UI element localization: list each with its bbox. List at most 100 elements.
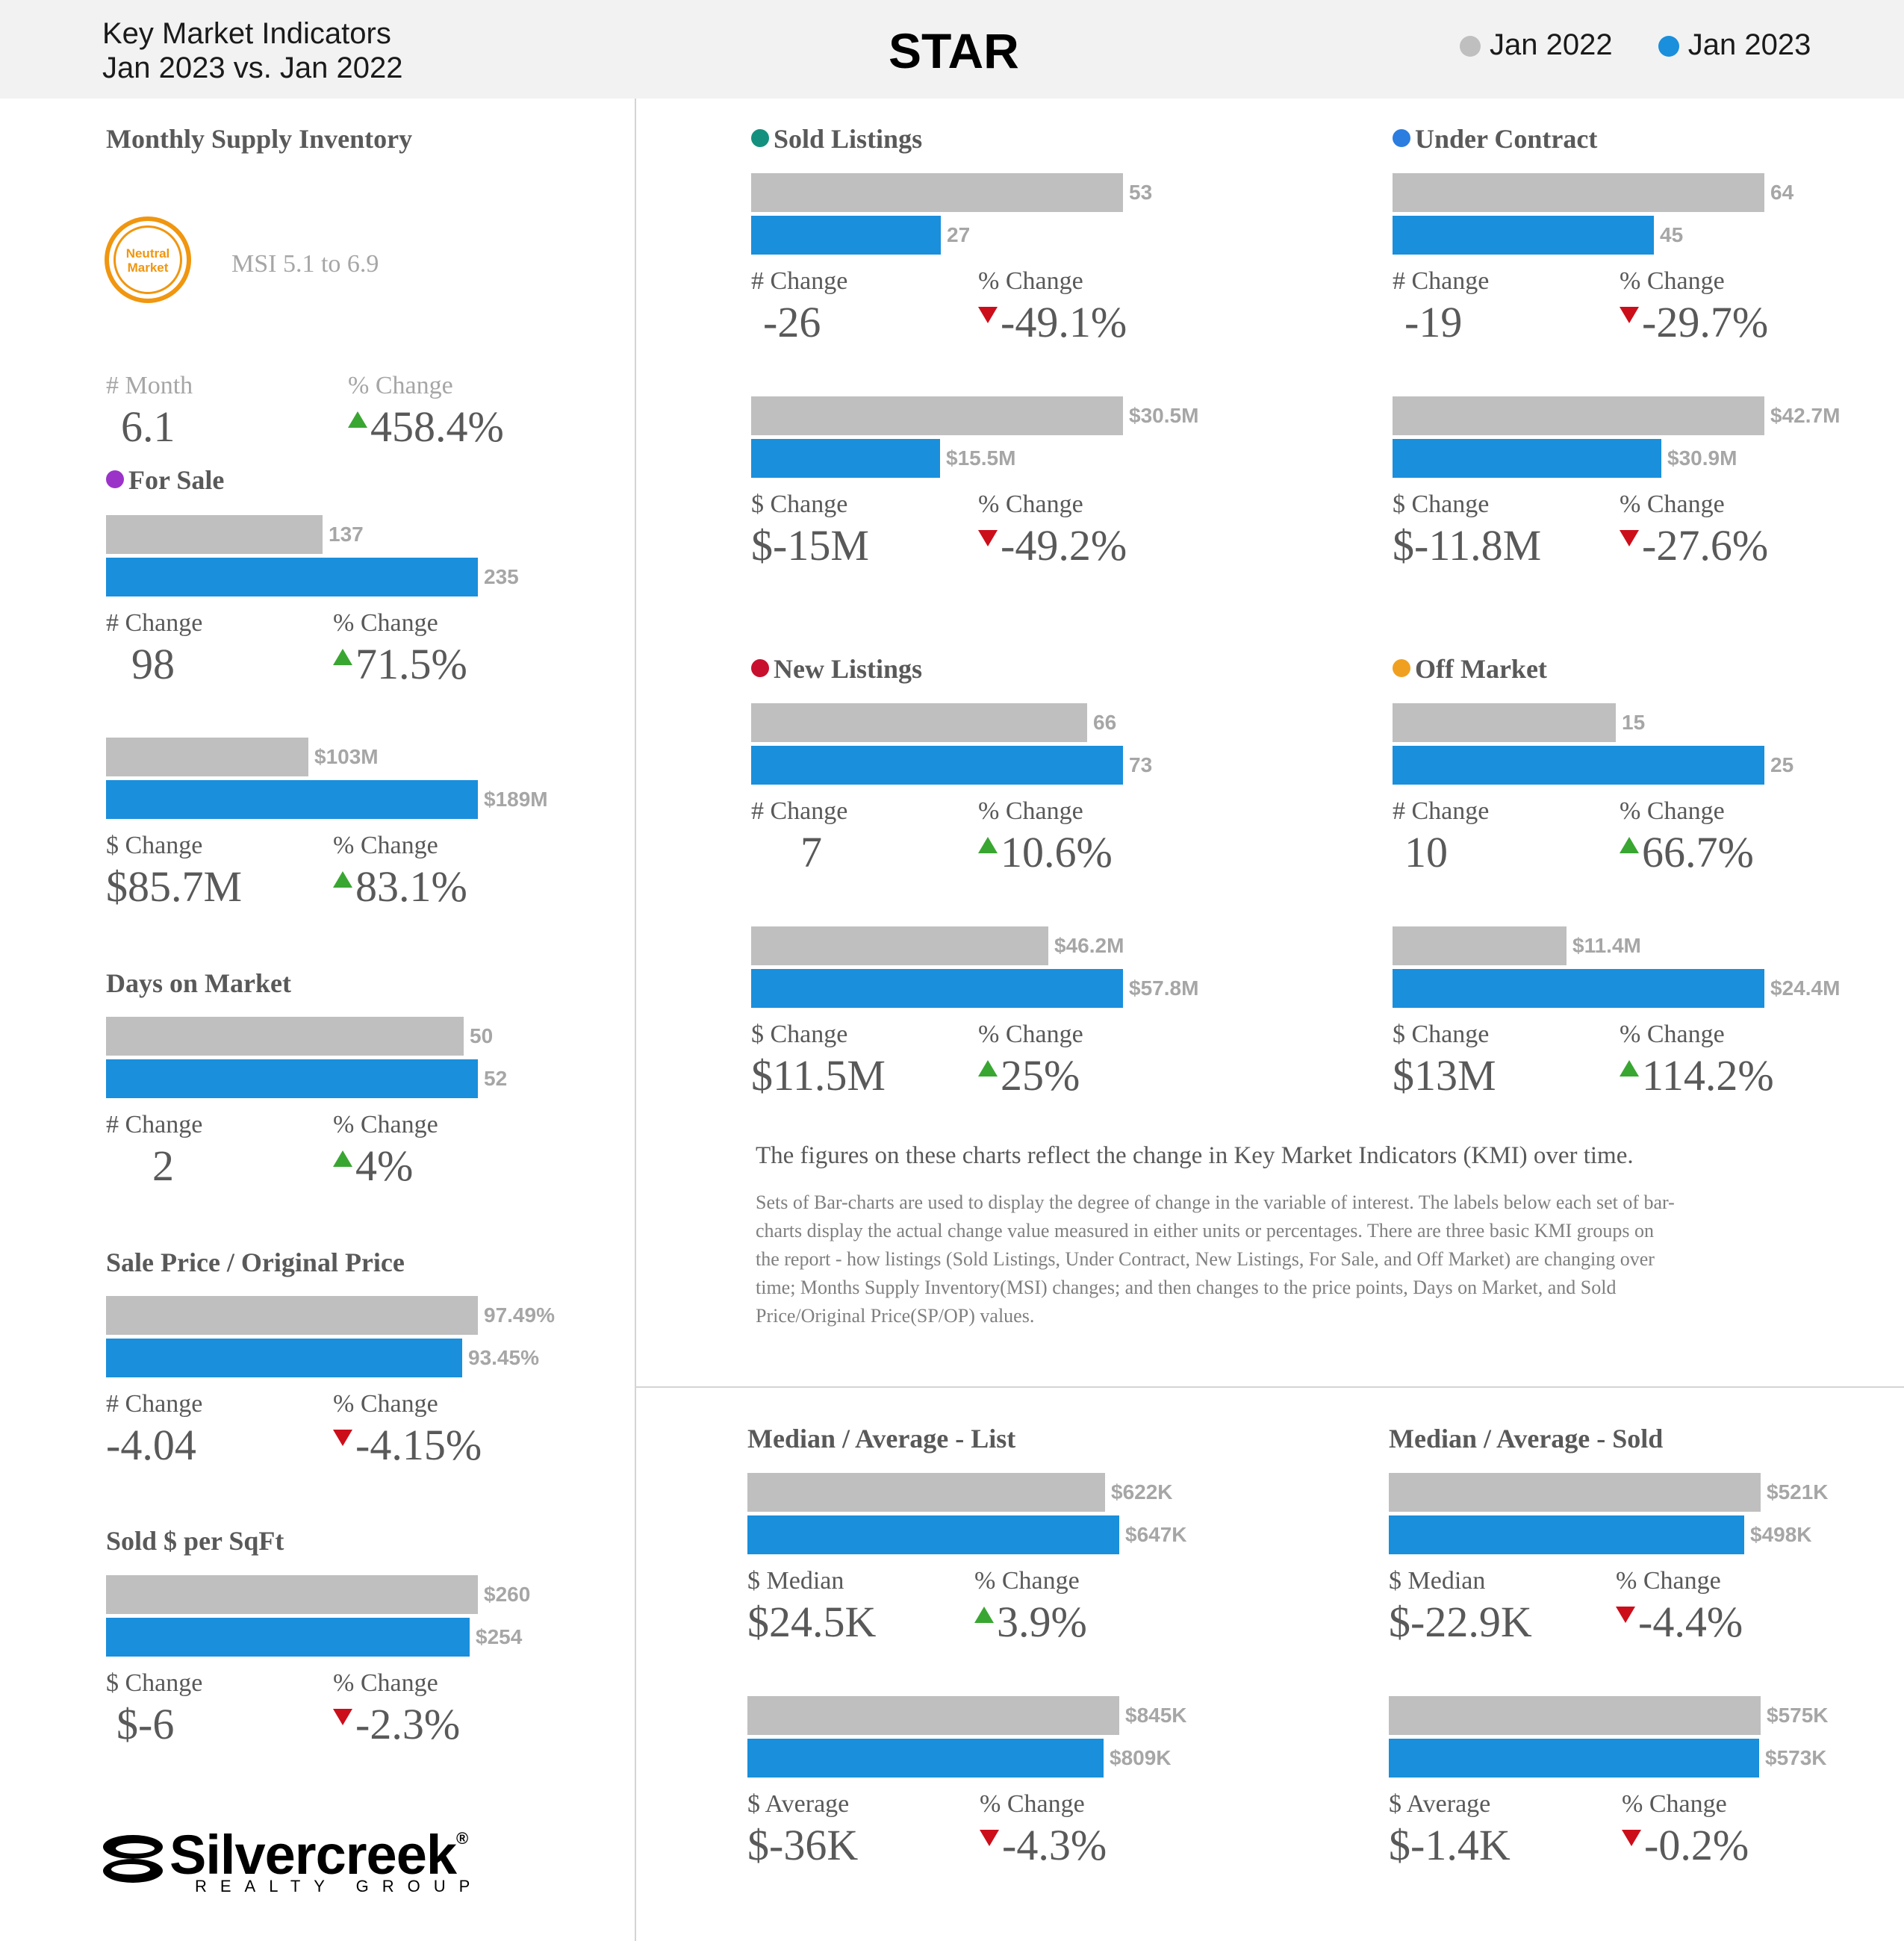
pct-change-caption: % Change	[333, 1111, 438, 1138]
pct-change-caption: % Change	[1616, 1567, 1721, 1595]
logo-swoosh-icon	[103, 1835, 163, 1883]
badge-line2: Market	[127, 261, 169, 275]
bar-label-jan-2022: $622K	[1111, 1480, 1173, 1504]
change-caption: $ Median	[747, 1567, 844, 1595]
bar-jan-2023	[751, 746, 1123, 785]
up-arrow-icon	[348, 411, 367, 428]
bar-jan-2022	[1389, 1473, 1761, 1512]
bar-label-jan-2023: 73	[1129, 753, 1153, 776]
change-caption: # Change	[1393, 797, 1490, 825]
section-title: Sold $ per SqFt	[106, 1525, 284, 1557]
change-value: $13M	[1393, 1051, 1496, 1100]
change-value: 2	[152, 1141, 174, 1190]
pct-change-value: -4.15%	[333, 1420, 482, 1470]
bar-jan-2023	[1389, 1739, 1759, 1778]
bar-jan-2022	[747, 1473, 1105, 1512]
up-arrow-icon	[978, 1060, 998, 1077]
bar-label-jan-2023: 93.45%	[468, 1346, 539, 1369]
section-title: Median / Average - Sold	[1389, 1423, 1663, 1454]
bar-jan-2022	[1393, 173, 1764, 212]
legend-new-dot	[1658, 36, 1679, 57]
bar-jan-2023	[106, 780, 478, 819]
footnote-line: the report - how listings (Sold Listings…	[756, 1248, 1655, 1270]
change-caption: $ Change	[106, 832, 203, 859]
bar-jan-2023	[1393, 216, 1654, 255]
bar-jan-2022	[106, 738, 308, 776]
column-divider	[635, 99, 636, 1941]
bar-label-jan-2022: $845K	[1125, 1704, 1187, 1727]
footnote-line: time; Months Supply Inventory(MSI) chang…	[756, 1277, 1617, 1298]
bar-label-jan-2022: $46.2M	[1054, 934, 1124, 957]
bar-jan-2023	[1389, 1515, 1744, 1554]
section-title: Sold Listings	[751, 123, 922, 155]
bar-label-jan-2023: $498K	[1750, 1523, 1812, 1546]
pct-change-value: -49.2%	[978, 520, 1127, 570]
change-value: 98	[131, 640, 175, 688]
pct-change-caption: % Change	[978, 1021, 1083, 1048]
bar-label-jan-2022: $260	[484, 1583, 531, 1606]
bar-jan-2023	[106, 1618, 470, 1657]
bar-label-jan-2022: $30.5M	[1129, 404, 1199, 427]
pct-change-value: -4.4%	[1616, 1597, 1743, 1647]
pct-change-caption: % Change	[978, 797, 1083, 825]
section-title-text: Under Contract	[1415, 124, 1598, 154]
pct-change-value: 10.6%	[978, 827, 1113, 877]
change-caption: $ Change	[1393, 490, 1490, 518]
change-value: $-1.4K	[1389, 1821, 1511, 1869]
pct-change-caption: % Change	[974, 1567, 1080, 1595]
pct-change-caption: % Change	[1620, 490, 1725, 518]
bar-jan-2023	[1393, 746, 1764, 785]
bar-label-jan-2023: $30.9M	[1667, 446, 1737, 470]
msi-title: Monthly Supply Inventory	[106, 124, 413, 154]
report-title: Key Market Indicators Jan 2023 vs. Jan 2…	[102, 16, 403, 85]
change-value: $-11.8M	[1393, 521, 1542, 570]
down-arrow-icon	[333, 1430, 352, 1446]
section-dot-icon	[106, 470, 124, 488]
section-divider	[636, 1386, 1904, 1388]
down-arrow-icon	[980, 1830, 999, 1846]
up-arrow-icon	[974, 1607, 994, 1623]
pct-change-value: -4.3%	[980, 1820, 1107, 1870]
msi-pct-value: 458.4%	[348, 402, 504, 452]
footnote-line: Price/Original Price(SP/OP) values.	[756, 1305, 1035, 1327]
legend: Jan 2022 Jan 2023	[1460, 28, 1811, 62]
pct-change-value: -27.6%	[1620, 520, 1768, 570]
bar-jan-2023	[751, 969, 1123, 1008]
down-arrow-icon	[1622, 1830, 1641, 1846]
bar-jan-2022	[751, 703, 1087, 742]
pct-change-caption: % Change	[333, 1669, 438, 1697]
legend-new-label: Jan 2023	[1687, 28, 1811, 61]
pct-change-caption: % Change	[978, 267, 1083, 295]
pct-change-caption: % Change	[1620, 1021, 1725, 1048]
bar-jan-2023	[1393, 439, 1661, 478]
area-name: STAR	[889, 23, 1019, 78]
bar-label-jan-2022: 15	[1622, 711, 1646, 734]
pct-change-value: -2.3%	[333, 1699, 460, 1749]
section-title: New Listings	[751, 653, 922, 685]
footnote-line: charts display the actual change value m…	[756, 1220, 1654, 1241]
bar-label-jan-2023: $809K	[1110, 1746, 1172, 1769]
section-title: Median / Average - List	[747, 1423, 1015, 1454]
bar-jan-2022	[106, 515, 323, 554]
up-arrow-icon	[333, 871, 352, 888]
change-caption: $ Average	[1389, 1790, 1491, 1818]
section-title-text: Sold Listings	[774, 124, 923, 154]
down-arrow-icon	[333, 1709, 352, 1725]
legend-old-label: Jan 2022	[1490, 28, 1613, 61]
bar-label-jan-2023: 235	[484, 565, 519, 588]
change-value: $-6	[116, 1700, 175, 1748]
change-value: $24.5K	[747, 1598, 877, 1646]
change-value: 10	[1404, 828, 1448, 876]
report-title-line2: Jan 2023 vs. Jan 2022	[102, 52, 403, 84]
change-value: -19	[1404, 298, 1463, 346]
section-title-text: Off Market	[1415, 654, 1547, 684]
bar-jan-2022	[1389, 1696, 1761, 1735]
change-caption: # Change	[751, 797, 848, 825]
neutral-market-badge: Neutral Market	[105, 216, 191, 303]
logo-tagline: REALTY GROUP	[195, 1877, 484, 1895]
change-value: 7	[800, 828, 822, 876]
pct-change-caption: % Change	[1620, 267, 1725, 295]
section-title-text: Sale Price / Original Price	[106, 1247, 405, 1277]
msi-month-caption: # Month	[106, 372, 193, 399]
down-arrow-icon	[978, 307, 998, 323]
